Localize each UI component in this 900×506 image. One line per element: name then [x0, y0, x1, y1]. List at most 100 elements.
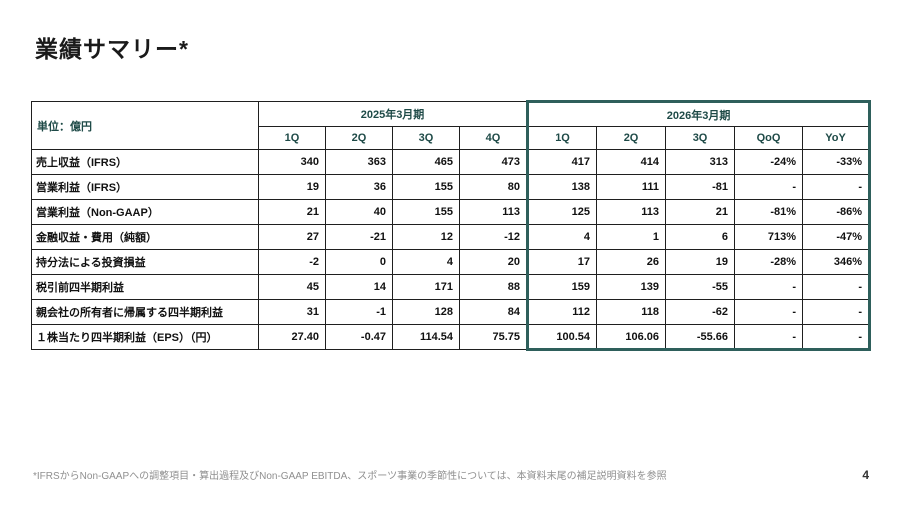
value-cell: 88: [458, 274, 529, 300]
row-label: 営業利益（Non-GAAP）: [31, 199, 259, 225]
value-cell: 414: [596, 149, 667, 175]
table-row: 営業利益（Non-GAAP） 21 40 155 113 125 113 21 -81% -86%: [31, 199, 872, 225]
value-cell: 4: [526, 224, 598, 250]
value-cell: 0: [325, 249, 393, 275]
value-cell: 713%: [734, 224, 804, 250]
value-cell: -: [734, 324, 804, 351]
value-cell: 19: [258, 174, 326, 200]
value-cell: -: [734, 299, 804, 325]
value-cell: -: [734, 174, 804, 200]
row-label: 親会社の所有者に帰属する四半期利益: [31, 299, 259, 325]
value-cell: 31: [258, 299, 326, 325]
table-row: 親会社の所有者に帰属する四半期利益 31 -1 128 84 112 118 -62- -: [31, 299, 872, 325]
table-row: 税引前四半期利益 45 14 171 88 159 139 -55- -: [31, 274, 872, 300]
value-cell: -12: [458, 224, 529, 250]
value-cell: 128: [392, 299, 460, 325]
col-header-fy25-2q: 2Q: [325, 126, 393, 150]
value-cell: 465: [392, 149, 460, 175]
col-header-fy25-3q: 3Q: [392, 126, 460, 150]
value-cell: 113: [458, 199, 529, 225]
value-cell: -2: [258, 249, 326, 275]
value-cell: -: [802, 299, 872, 325]
value-cell: -62: [665, 299, 736, 325]
row-label: 売上収益（IFRS）: [31, 149, 259, 175]
value-cell: -: [802, 274, 872, 300]
value-cell: -55.66: [665, 324, 736, 351]
value-cell: 159: [526, 274, 598, 300]
table-body: 売上収益（IFRS） 340 363 465 473 417 414 313 -24% -33% 営…: [31, 149, 872, 351]
row-label: 税引前四半期利益: [31, 274, 259, 300]
value-cell: 155: [392, 199, 460, 225]
col-header-qoq: QoQ: [734, 126, 804, 150]
value-cell: 21: [665, 199, 736, 225]
value-cell: 100.54: [526, 324, 598, 351]
value-cell: 40: [325, 199, 393, 225]
row-label: １株当たり四半期利益（EPS）（円）: [31, 324, 259, 350]
value-cell: 36: [325, 174, 393, 200]
value-cell: 171: [392, 274, 460, 300]
value-cell: -55: [665, 274, 736, 300]
col-header-yoy: YoY: [802, 126, 872, 150]
value-cell: -0.47: [325, 324, 393, 350]
value-cell: -: [802, 324, 872, 351]
value-cell: 417: [526, 149, 598, 175]
table-row: 営業利益（IFRS） 19 36 155 80 138 111 -81- -: [31, 174, 872, 200]
col-header-fy26-2q: 2Q: [596, 126, 667, 150]
col-header-fy26-1q: 1Q: [526, 126, 598, 150]
value-cell: -47%: [802, 224, 872, 250]
page-number: 4: [862, 468, 869, 482]
table-row: １株当たり四半期利益（EPS）（円） 27.40 -0.47 114.54 75.75 1…: [31, 324, 872, 351]
value-cell: 45: [258, 274, 326, 300]
value-cell: 19: [665, 249, 736, 275]
col-header-fy26-3q: 3Q: [665, 126, 736, 150]
value-cell: 12: [392, 224, 460, 250]
value-cell: 106.06: [596, 324, 667, 351]
value-cell: -28%: [734, 249, 804, 275]
row-label: 持分法による投資損益: [31, 249, 259, 275]
value-cell: 138: [526, 174, 598, 200]
value-cell: 21: [258, 199, 326, 225]
table-row: 金融収益・費用（純額） 27 -21 12 -12 4 1 6 713% -47%: [31, 224, 872, 250]
value-cell: 114.54: [392, 324, 460, 350]
value-cell: 20: [458, 249, 529, 275]
col-header-fy25-1q: 1Q: [258, 126, 326, 150]
value-cell: 27: [258, 224, 326, 250]
value-cell: -81%: [734, 199, 804, 225]
table-row: 売上収益（IFRS） 340 363 465 473 417 414 313 -24% -33%: [31, 149, 872, 175]
value-cell: 118: [596, 299, 667, 325]
value-cell: 1: [596, 224, 667, 250]
group-header-row: 単位：億円 2025年3月期 2026年3月期: [31, 100, 872, 150]
value-cell: 313: [665, 149, 736, 175]
value-cell: -24%: [734, 149, 804, 175]
unit-label: 単位：億円: [31, 101, 259, 150]
value-cell: 125: [526, 199, 598, 225]
value-cell: 27.40: [258, 324, 326, 350]
value-cell: 26: [596, 249, 667, 275]
value-cell: 112: [526, 299, 598, 325]
footnote: *IFRSからNon-GAAPへの調整項目・算出過程及びNon-GAAP EBI…: [33, 471, 667, 482]
value-cell: -: [802, 174, 872, 200]
quarter-header-row: 1Q 2Q 3Q 4Q 1Q 2Q 3Q QoQ YoY: [32, 126, 872, 150]
page-title: 業績サマリー*: [35, 36, 189, 62]
table-row: 持分法による投資損益 -2 0 4 20 17 26 19 -28% 346%: [31, 249, 872, 275]
value-cell: 139: [596, 274, 667, 300]
value-cell: 84: [458, 299, 529, 325]
value-cell: -81: [665, 174, 736, 200]
row-label: 営業利益（IFRS）: [31, 174, 259, 200]
value-cell: -86%: [802, 199, 872, 225]
value-cell: 6: [665, 224, 736, 250]
value-cell: 155: [392, 174, 460, 200]
value-cell: 346%: [802, 249, 872, 275]
value-cell: -: [734, 274, 804, 300]
value-cell: 363: [325, 149, 393, 175]
value-cell: 113: [596, 199, 667, 225]
value-cell: 17: [526, 249, 598, 275]
value-cell: 14: [325, 274, 393, 300]
footer: *IFRSからNon-GAAPへの調整項目・算出過程及びNon-GAAP EBI…: [33, 467, 869, 482]
value-cell: 473: [458, 149, 529, 175]
fy2025-group-header: 2025年3月期: [257, 101, 529, 127]
performance-summary-table: 単位：億円 2025年3月期 2026年3月期 1Q 2Q 3Q 4Q 1Q 2…: [31, 100, 872, 351]
col-header-fy25-4q: 4Q: [458, 126, 529, 150]
value-cell: 80: [458, 174, 529, 200]
